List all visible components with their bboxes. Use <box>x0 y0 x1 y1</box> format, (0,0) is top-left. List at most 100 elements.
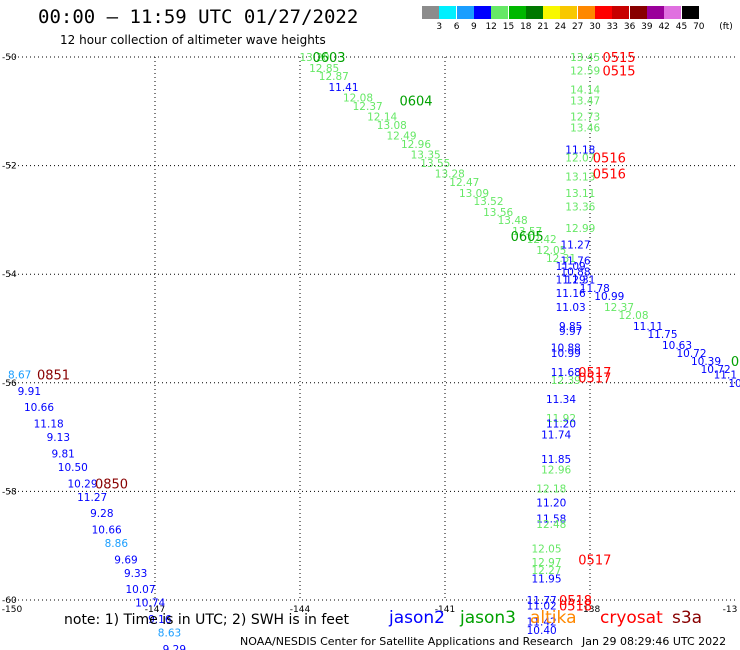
pass-time-label: 0517 <box>578 366 611 381</box>
colorbar-tick-label: 30 <box>589 22 601 32</box>
wave-height-label: 9.85 <box>559 321 582 333</box>
colorbar-swatch <box>612 6 630 19</box>
wave-height-label: 11.41 <box>328 82 358 94</box>
wave-height-label: 10.74 <box>135 598 165 610</box>
wave-height-label: 11.95 <box>531 573 561 585</box>
wave-height-label: 13.35 <box>411 150 441 162</box>
wave-height-label: 13.52 <box>473 196 503 208</box>
wave-height-label: 13.47 <box>570 95 600 107</box>
colorbar-tick-label: 15 <box>502 22 515 32</box>
wave-height-label: 11.31 <box>565 275 595 287</box>
wave-height-label: 13.46 <box>570 123 600 135</box>
wave-height-label: 8.86 <box>105 538 129 550</box>
wave-height-label: 11.27 <box>77 492 107 504</box>
wave-height-label: 14.14 <box>570 85 600 97</box>
wave-height-label: 11.11 <box>633 321 663 333</box>
wave-height-label: 12.07 <box>565 152 595 164</box>
wave-height-label: 13.55 <box>420 158 450 170</box>
wave-height-label: 10.66 <box>24 402 54 414</box>
colorbar-tick-label: 24 <box>554 22 567 32</box>
pass-time-label: 0 <box>731 355 739 370</box>
legend-item-altika: altika <box>530 608 577 628</box>
wave-height-label: 10.63 <box>662 340 692 352</box>
colorbar-swatch <box>595 6 612 19</box>
colorbar-swatch <box>646 6 664 19</box>
wave-height-label: 12.31 <box>546 253 576 265</box>
footnote: note: 1) Time is in UTC; 2) SWH is in fe… <box>64 612 350 628</box>
wave-height-label: 12.37 <box>604 302 634 314</box>
wave-height-label: 10.29 <box>67 478 97 490</box>
pass-time-label: 0851 <box>37 369 70 384</box>
colorbar-swatch <box>473 6 491 19</box>
wave-height-label: 11.03 <box>556 302 586 314</box>
pass-time-label: 0518 <box>559 594 592 609</box>
wave-height-label: 11.18 <box>34 419 64 431</box>
wave-height-label: 12.08 <box>343 93 373 105</box>
pass-time-label: 0605 <box>511 230 544 245</box>
wave-height-label: 9.13 <box>47 432 70 444</box>
wave-height-label: 11.27 <box>560 239 590 251</box>
wave-height-label: 11.77 <box>527 595 557 607</box>
colorbar-tick-label: 21 <box>537 22 549 32</box>
wave-height-label: 11.42 <box>527 617 557 629</box>
x-tick-label: -147 <box>145 605 165 615</box>
colorbar-tick-label: 27 <box>571 22 584 32</box>
wave-height-label: 12.49 <box>386 131 416 143</box>
colorbar-swatch <box>543 6 561 19</box>
wave-height-label: 12.96 <box>401 139 431 151</box>
chart-subtitle: 12 hour collection of altimeter wave hei… <box>60 33 326 47</box>
wave-height-label: 9.81 <box>51 448 74 460</box>
wave-height-label: 8.63 <box>158 628 181 640</box>
wave-height-label: 12.08 <box>618 310 648 322</box>
wave-height-label: 13.28 <box>435 169 465 181</box>
wave-height-label: 12.05 <box>536 245 566 257</box>
colorbar-swatch <box>456 6 474 19</box>
wave-height-label: 9.16 <box>148 614 172 626</box>
colorbar-tick-label: 45 <box>675 22 688 32</box>
colorbar-tick-label: 36 <box>623 22 636 32</box>
wave-height-label: 10.39 <box>691 356 721 368</box>
colorbar-swatch <box>491 6 509 19</box>
wave-height-label: 12.96 <box>541 465 571 477</box>
wave-height-label: 13.20 <box>299 52 329 64</box>
x-tick-label: -13 <box>723 605 738 615</box>
colorbar-swatch <box>422 6 439 19</box>
wave-height-label: 11.1 <box>714 370 737 382</box>
wave-height-label: 11.78 <box>580 283 610 295</box>
wave-height-label: 10.88 <box>551 343 581 355</box>
wave-height-label: 10.72 <box>701 364 731 376</box>
legend-item-jason3: jason3 <box>460 608 516 628</box>
wave-height-label: 12.48 <box>536 519 566 531</box>
colorbar-tick-label: 9 <box>471 22 477 32</box>
colorbar-tick-label: 39 <box>641 22 653 32</box>
wave-height-label: 12.59 <box>570 66 600 78</box>
colorbar-swatch <box>525 6 543 19</box>
pass-time-label: 0517 <box>578 371 611 386</box>
wave-height-label: 12.99 <box>565 223 595 235</box>
y-tick-label: -52 <box>2 162 17 172</box>
wave-height-label: 13.56 <box>483 207 513 219</box>
wave-height-label: 10.99 <box>551 348 581 360</box>
wave-height-label: 9.91 <box>18 386 41 398</box>
wave-height-label: 13.08 <box>377 120 407 132</box>
wave-height-label: 11.18 <box>565 144 595 156</box>
y-tick-label: -50 <box>2 53 17 63</box>
wave-height-label: 10.66 <box>92 524 122 536</box>
y-tick-label: -56 <box>2 379 17 389</box>
wave-height-label: 11.75 <box>647 329 677 341</box>
colorbar-swatch <box>681 6 699 19</box>
wave-height-label: 12.14 <box>367 112 397 124</box>
colorbar-tick-label: 6 <box>453 22 460 32</box>
pass-time-label: 0518 <box>559 599 592 614</box>
wave-height-label: 11.20 <box>546 419 576 431</box>
credit-line: NOAA/NESDIS Center for Satellite Applica… <box>240 635 574 648</box>
wave-height-label: 10.99 <box>594 291 624 303</box>
wave-height-label: 11.34 <box>546 394 576 406</box>
pass-time-label: 0604 <box>399 94 432 109</box>
wave-height-label: 9.28 <box>90 508 113 520</box>
wave-height-label: 9.33 <box>124 568 147 580</box>
wave-height-label: 11.68 <box>551 367 581 379</box>
wave-height-label: 10.88 <box>560 266 590 278</box>
colorbar-tick-label: 42 <box>658 22 670 32</box>
wave-height-label: 13.36 <box>565 201 595 213</box>
